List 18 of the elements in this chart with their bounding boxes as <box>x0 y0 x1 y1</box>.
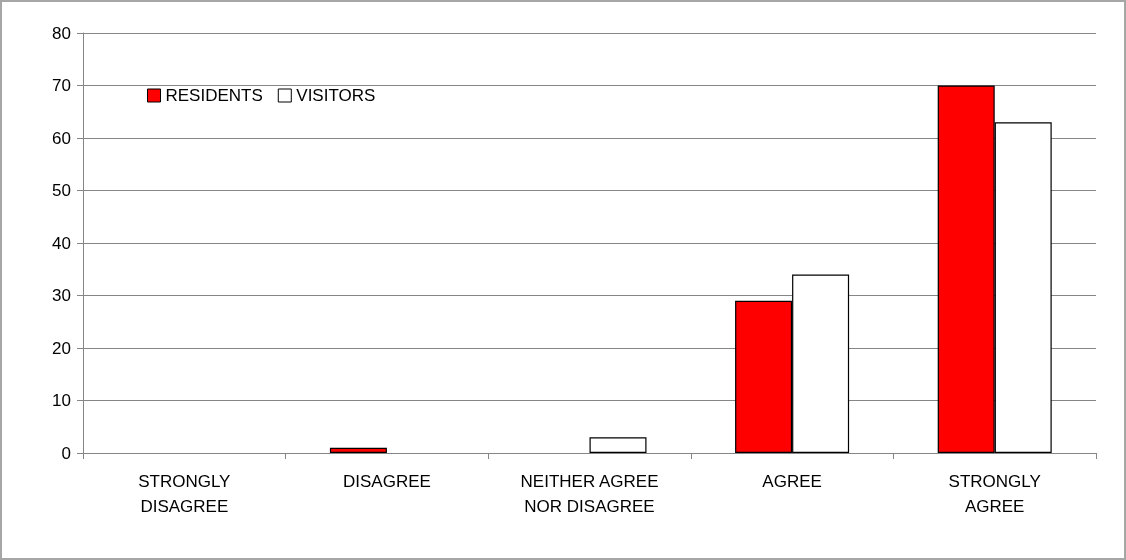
y-tick-label: 60 <box>52 128 71 148</box>
x-tick-label: DISAGREE <box>342 472 431 491</box>
y-tick-label: 40 <box>52 233 71 253</box>
bar <box>589 437 647 453</box>
y-tick-label: 30 <box>52 286 71 305</box>
legend-label: RESIDENTS <box>165 86 263 105</box>
y-tick-label: 20 <box>52 338 71 358</box>
x-tick-label: NEITHER AGREE NOR DISAGREE <box>520 472 659 516</box>
y-tick-label: 10 <box>52 391 71 410</box>
y-tick-label: 70 <box>52 76 71 95</box>
y-tick-label: 0 <box>61 443 71 463</box>
x-tick-label: STRONGLY AGREE <box>948 472 1041 516</box>
legend-label: VISITORS <box>296 86 376 105</box>
y-tick-label: 80 <box>52 23 71 43</box>
x-tick-label: STRONGLY DISAGREE <box>138 472 231 516</box>
y-tick-label: 50 <box>52 181 71 200</box>
x-tick-label: AGREE <box>762 472 822 491</box>
bar <box>329 447 387 453</box>
